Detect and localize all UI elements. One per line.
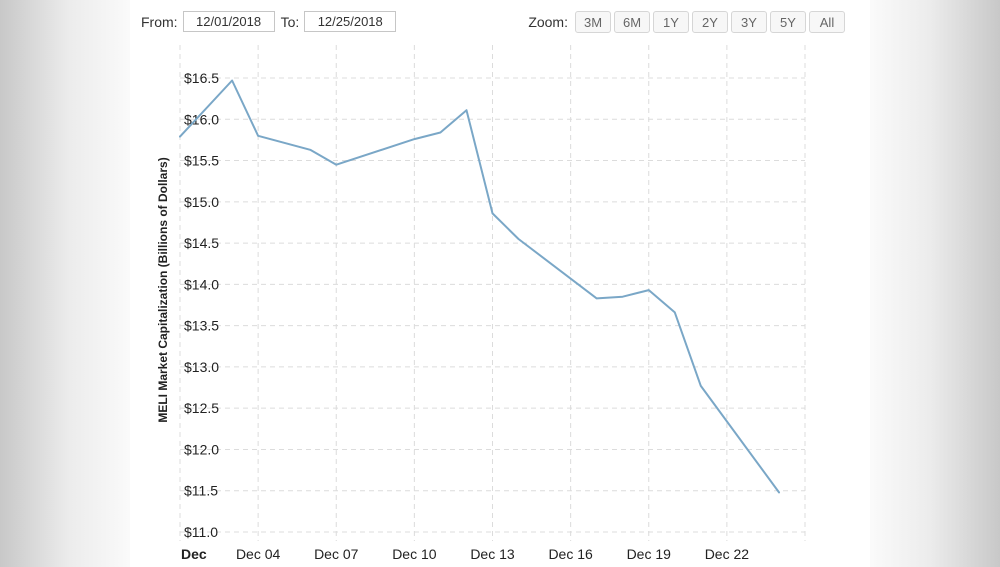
y-tick-label: $11.0 — [184, 524, 218, 540]
y-tick-label: $12.5 — [184, 400, 219, 416]
y-tick-label: $15.5 — [184, 153, 219, 169]
y-tick-label: $13.5 — [184, 318, 219, 334]
data-point — [464, 108, 469, 113]
zoom-selector: Zoom: 3M 6M 1Y 2Y 3Y 5Y All — [528, 11, 845, 33]
x-tick-label: Dec — [181, 546, 207, 562]
y-tick-label: $11.5 — [184, 483, 218, 499]
data-point — [178, 134, 183, 139]
data-point — [620, 294, 625, 299]
y-tick-label: $16.5 — [184, 70, 219, 86]
x-tick-label: Dec 13 — [470, 546, 515, 562]
x-tick-label: Dec 07 — [314, 546, 359, 562]
y-tick-label: $14.5 — [184, 235, 219, 251]
data-point — [698, 383, 703, 388]
data-point — [490, 211, 495, 216]
data-point — [594, 296, 599, 301]
data-point — [412, 137, 417, 142]
data-point — [308, 147, 313, 152]
data-point — [516, 236, 521, 241]
zoom-1y-button[interactable]: 1Y — [653, 11, 689, 33]
x-axis-ticks: Dec Dec 04 Dec 07 Dec 10 Dec 13 Dec 16 Dec 19 D… — [181, 546, 749, 562]
x-tick-label: Dec 22 — [705, 546, 750, 562]
y-tick-label: $13.0 — [184, 359, 219, 375]
x-tick-label: Dec 19 — [627, 546, 672, 562]
data-point — [334, 162, 339, 167]
y-axis-label: MELI Market Capitalization (Billions of … — [156, 157, 170, 422]
data-point — [672, 310, 677, 315]
x-tick-label: Dec 04 — [236, 546, 281, 562]
from-label: From: — [141, 13, 178, 30]
x-tick-label: Dec 10 — [392, 546, 437, 562]
y-tick-label: $12.0 — [184, 441, 219, 457]
data-point — [438, 130, 443, 135]
date-range-selector: From: To: — [141, 11, 402, 32]
series-layer — [178, 78, 781, 495]
data-point — [646, 288, 651, 293]
zoom-all-button[interactable]: All — [809, 11, 845, 33]
data-point — [256, 133, 261, 138]
zoom-2y-button[interactable]: 2Y — [692, 11, 728, 33]
zoom-3y-button[interactable]: 3Y — [731, 11, 767, 33]
zoom-5y-button[interactable]: 5Y — [770, 11, 806, 33]
zoom-3m-button[interactable]: 3M — [575, 11, 611, 33]
to-date-input[interactable] — [304, 11, 397, 32]
x-tick-label: Dec 16 — [548, 546, 593, 562]
zoom-label: Zoom: — [528, 14, 568, 30]
grid — [179, 45, 806, 541]
zoom-6m-button[interactable]: 6M — [614, 11, 650, 33]
from-date-input[interactable] — [182, 11, 275, 32]
series-line — [179, 79, 780, 494]
y-axis-ticks: $11.0 $11.5 $12.0 $12.5 $13.0 $13.5 $14.0 $14.5… — [184, 70, 219, 540]
data-point — [230, 78, 235, 83]
chart-panel — [130, 0, 870, 567]
y-tick-label: $14.0 — [184, 276, 219, 292]
to-label: To: — [280, 13, 300, 30]
data-point — [776, 490, 781, 495]
y-tick-label: $15.0 — [184, 194, 219, 210]
